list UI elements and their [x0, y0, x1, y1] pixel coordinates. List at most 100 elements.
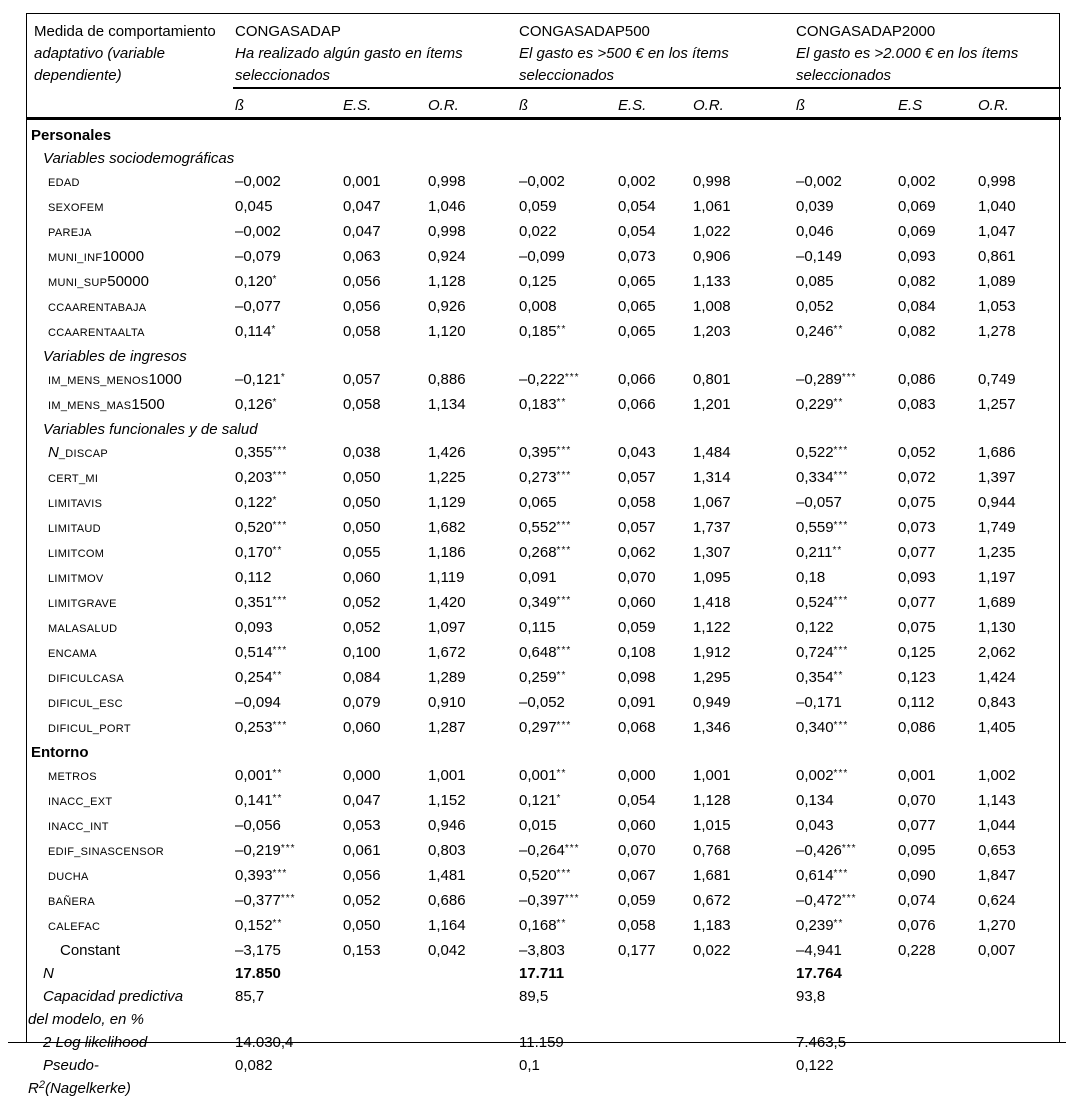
significance-stars: ** [556, 917, 567, 929]
value-cell: 0,060 [343, 718, 381, 736]
label-segment: EDIF_SINASCENSOR [48, 845, 165, 858]
table-row: INACC_EXT 0,141** 0,047 1,152 0,121* 0,054 1,1… [27, 789, 1061, 814]
value-cell: 0,063 [343, 247, 381, 265]
value-cell: –0,002 [796, 172, 842, 190]
group-desc: El gasto es >2.000 € en los ítems selecc… [796, 45, 1019, 84]
value-cell: 0,098 [618, 668, 656, 686]
value-cell: –0,002 [235, 172, 281, 190]
value-cell: 0,998 [693, 172, 731, 190]
value-cell: 0,114* [235, 322, 277, 340]
value-cell: 0,254** [235, 668, 283, 686]
value-cell: 1,015 [693, 816, 731, 834]
value-cell: 1,129 [428, 493, 466, 511]
label-segment: 10000 [102, 247, 145, 265]
value-cell: 1,067 [693, 493, 731, 511]
value-cell: 0,946 [428, 816, 466, 834]
table-row: LIMITCOM 0,170** 0,055 1,186 0,268*** 0,062 1,… [27, 541, 1061, 566]
value-cell: 0,123 [898, 668, 936, 686]
value-cell: 0,906 [693, 247, 731, 265]
significance-stars: *** [833, 444, 849, 456]
value-cell: 0,084 [898, 297, 936, 315]
col-header-or-1: O.R. [426, 88, 517, 120]
label-segment: LIMITGRAVE [48, 597, 117, 610]
col-header-es-3: E.S [896, 88, 976, 120]
label-segment: SEXOFEM [48, 201, 104, 214]
value-cell: 0,082 [235, 1056, 273, 1074]
value-cell: 0,008 [519, 297, 557, 315]
value-cell: 0,091 [519, 568, 557, 586]
value-cell: 0,046 [796, 222, 834, 240]
group-desc: Ha realizado algún gasto en ítems selecc… [235, 45, 463, 84]
table-row: Personales [27, 118, 1061, 147]
value-cell [896, 962, 976, 985]
value-cell: –0,171 [796, 693, 842, 711]
significance-stars: *** [556, 644, 572, 656]
value-cell: 1,270 [978, 916, 1016, 934]
value-cell: 0,056 [343, 272, 381, 290]
group-header-congasadap500: CONGASADAP500 El gasto es >500 € en los … [517, 14, 794, 89]
value-cell: –0,222*** [519, 370, 580, 388]
value-cell: 1,089 [978, 272, 1016, 290]
value-cell: 0,228 [898, 941, 936, 959]
value-cell: 0,075 [898, 618, 936, 636]
significance-stars: *** [564, 842, 580, 854]
label-segment: MUNI_SUP [48, 276, 108, 289]
value-cell: 0,355*** [235, 443, 288, 461]
value-cell: 0,050 [343, 916, 381, 934]
row-label: CERT_MI [27, 466, 233, 491]
significance-stars: *** [272, 644, 288, 656]
value-cell: 1,164 [428, 916, 466, 934]
value-cell: 0,083 [898, 395, 936, 413]
table-row: DIFICULCASA 0,254** 0,084 1,289 0,259** 0,098… [27, 666, 1061, 691]
significance-stars: * [271, 323, 277, 335]
value-cell: 1,008 [693, 297, 731, 315]
value-cell: 0,000 [343, 766, 381, 784]
significance-stars: * [272, 273, 278, 285]
subsection-label: Variables funcionales y de salud [43, 420, 258, 438]
value-cell: 0,050 [343, 493, 381, 511]
value-cell: 0,998 [978, 172, 1016, 190]
value-cell: 0,086 [898, 370, 936, 388]
significance-stars: ** [556, 669, 567, 681]
label-line-1: Capacidad predictiva [43, 987, 184, 1005]
value-cell [426, 1054, 517, 1100]
value-cell: 0,112 [235, 568, 272, 586]
value-cell: 1,201 [693, 395, 731, 413]
value-cell [691, 1054, 794, 1100]
row-label: Pseudo- R2(Nagelkerke) [27, 1054, 233, 1100]
label-segment: MALASALUD [48, 622, 118, 635]
value-cell: –0,052 [519, 693, 565, 711]
value-cell: 1,912 [693, 643, 731, 661]
value-cell: 1,289 [428, 668, 466, 686]
table-row: Variables de ingresos [27, 345, 1061, 368]
value-cell: 0,060 [618, 593, 656, 611]
value-cell: 0,168** [519, 916, 567, 934]
label-segment: LIMITAVIS [48, 497, 103, 510]
value-cell: 1,484 [693, 443, 731, 461]
label-segment: IM_MENS_MENOS [48, 374, 149, 387]
value-cell: 0,001 [898, 766, 936, 784]
value-cell: –0,426*** [796, 841, 857, 859]
value-cell: 1,047 [978, 222, 1016, 240]
value-cell: 0,073 [898, 518, 936, 536]
value-cell: 0,052 [796, 297, 834, 315]
value-cell: 1,001 [693, 766, 731, 784]
value-cell [976, 1054, 1061, 1100]
value-cell: 0,349*** [519, 593, 572, 611]
row-label: BAÑERA [27, 889, 233, 914]
significance-stars: *** [272, 519, 288, 531]
value-cell: 1,307 [693, 543, 731, 561]
value-cell [341, 985, 426, 1031]
stub-line-3: dependiente) [34, 67, 122, 84]
group-header-congasadap2000: CONGASADAP2000 El gasto es >2.000 € en l… [794, 14, 1061, 89]
table-row: IM_MENS_MENOS1000 –0,121* 0,057 0,886 –0,222… [27, 368, 1061, 393]
value-cell: 85,7 [235, 987, 265, 1005]
value-cell: 0,152** [235, 916, 283, 934]
row-label: MALASALUD [27, 616, 233, 641]
value-cell: –4,941 [796, 941, 842, 959]
row-label: INACC_INT [27, 814, 233, 839]
value-cell: 0,047 [343, 197, 381, 215]
value-cell: 0,054 [618, 197, 656, 215]
section-label: Entorno [31, 743, 89, 761]
value-cell: 0,926 [428, 297, 466, 315]
